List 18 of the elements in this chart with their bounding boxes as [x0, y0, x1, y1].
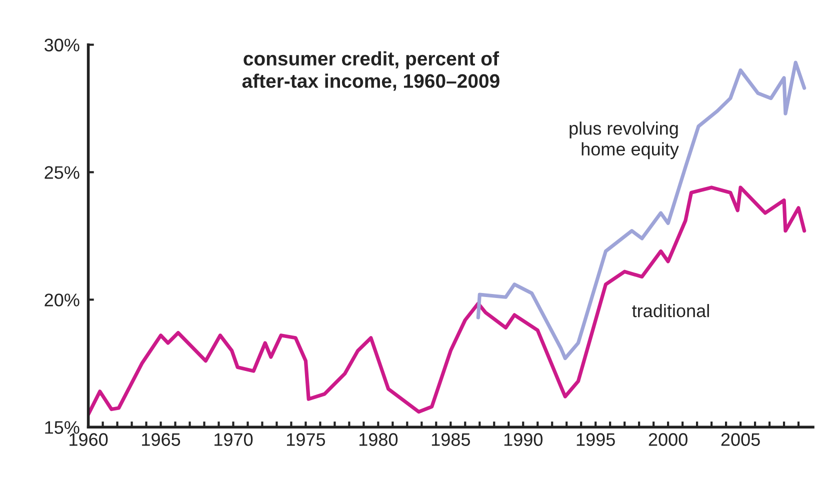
- x-tick-label: 1965: [142, 433, 180, 446]
- x-tick-label: 1970: [214, 433, 253, 446]
- text: consumer credit, percent of after-tax income, 1960–2009: [242, 51, 500, 91]
- line-series: [88, 186, 806, 416]
- y-tick-label: 15%: [45, 421, 80, 434]
- x-tick-label: 2005: [721, 433, 760, 446]
- x-tick-label: 1995: [576, 433, 615, 446]
- y-tick-label: 30%: [44, 38, 80, 52]
- series-label: plus revolving home equity: [570, 122, 679, 160]
- x-tick-label: 1985: [432, 433, 470, 446]
- series-label: traditional: [632, 304, 709, 318]
- x-tick-label: 1990: [504, 433, 543, 446]
- x-tick-label: 2000: [648, 433, 688, 446]
- y-tick-label: 20%: [44, 294, 80, 306]
- x-tick-label: 1975: [287, 433, 326, 446]
- x-tick-label: 1960: [70, 433, 108, 446]
- x-tick-label: 1980: [359, 433, 398, 446]
- y-tick-label: 25%: [44, 166, 80, 179]
